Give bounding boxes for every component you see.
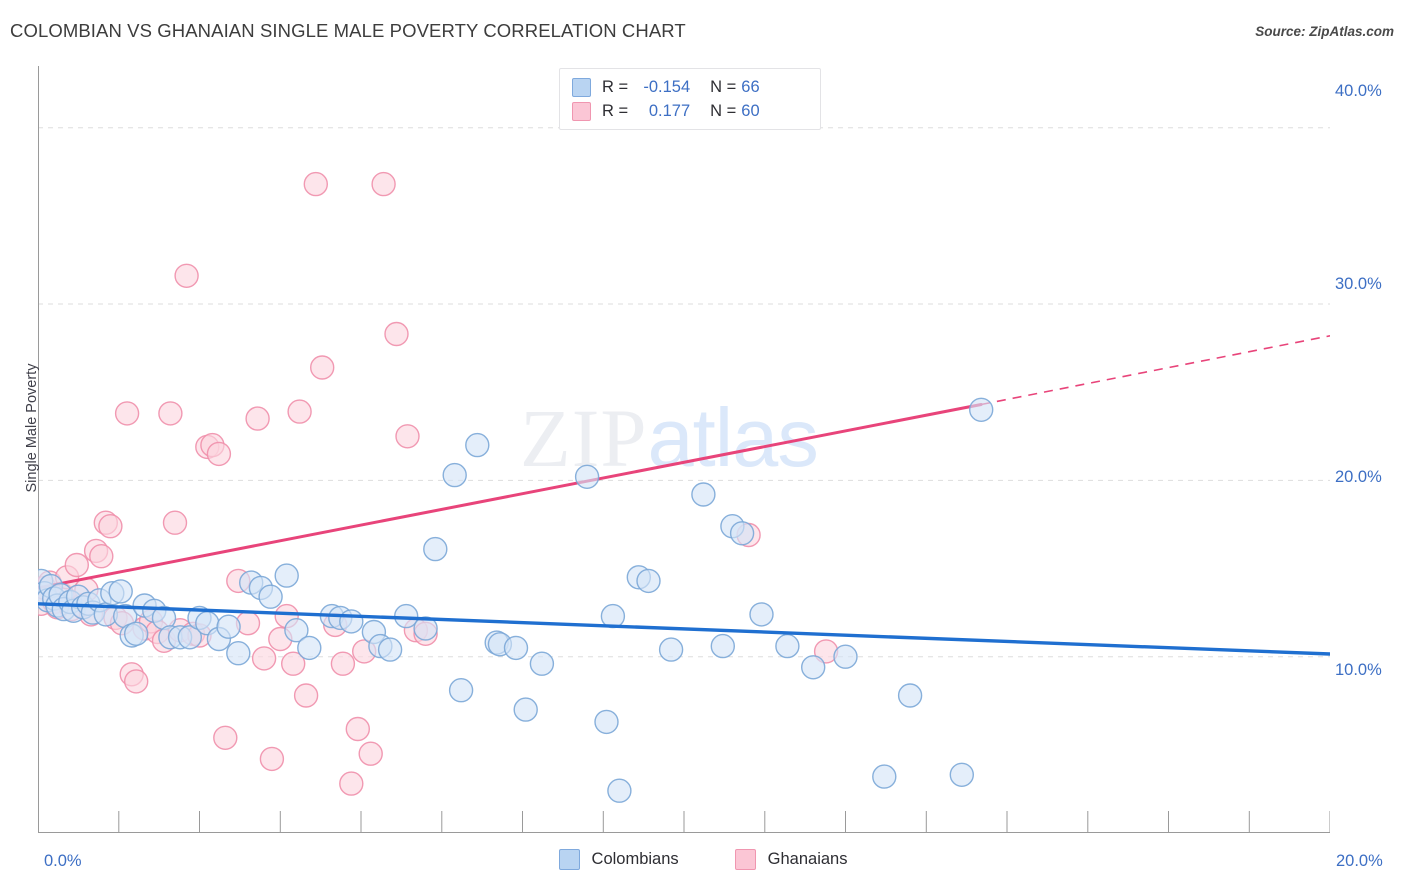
data-point-colombians-54[interactable] — [529, 651, 555, 676]
data-point-colombians-70[interactable] — [872, 764, 897, 789]
y-tick-label-0: 40.0% — [1335, 82, 1382, 100]
ghanaians-swatch-icon — [572, 101, 591, 121]
data-point-colombians-65[interactable] — [729, 521, 755, 546]
data-point-colombians-66[interactable] — [749, 602, 774, 627]
colombians-markers — [38, 397, 994, 803]
ghanaians-legend-swatch-icon — [734, 849, 756, 870]
data-point-ghanaians-18[interactable] — [114, 401, 140, 426]
data-point-ghanaians-25[interactable] — [158, 401, 183, 426]
data-point-ghanaians-46[interactable] — [310, 355, 335, 380]
ghanaians-r-label: R = — [602, 101, 629, 120]
colombians-r-value: -0.154 — [643, 77, 691, 96]
colombians-r-label: R = — [602, 77, 629, 96]
data-point-colombians-49[interactable] — [465, 432, 490, 458]
data-point-colombians-67[interactable] — [775, 633, 800, 659]
ghanaians-r-value: 0.177 — [648, 101, 691, 120]
data-point-colombians-48[interactable] — [448, 678, 474, 703]
data-point-colombians-53[interactable] — [513, 697, 538, 722]
ghanaians-legend-label: Ghanaians — [767, 850, 848, 868]
legend-item-colombians[interactable]: Colombians — [558, 849, 679, 870]
data-point-ghanaians-43[interactable] — [287, 399, 312, 424]
data-point-ghanaians-48[interactable] — [330, 651, 356, 676]
data-point-colombians-46[interactable] — [423, 536, 448, 562]
data-point-ghanaians-15[interactable] — [98, 514, 123, 539]
colombians-legend-label: Colombians — [591, 850, 679, 868]
data-point-ghanaians-8[interactable] — [64, 552, 89, 578]
data-point-colombians-36[interactable] — [284, 618, 309, 643]
y-tick-label-2: 20.0% — [1335, 468, 1382, 486]
data-point-colombians-63[interactable] — [710, 633, 735, 659]
data-point-colombians-31[interactable] — [226, 641, 251, 666]
data-point-ghanaians-37[interactable] — [245, 406, 270, 431]
data-point-colombians-71[interactable] — [897, 683, 923, 708]
data-point-colombians-47[interactable] — [442, 462, 467, 488]
y-tick-label-1: 30.0% — [1335, 275, 1382, 293]
data-point-ghanaians-53[interactable] — [371, 171, 396, 197]
y-tick-label-3: 10.0% — [1335, 661, 1382, 679]
trendline-ghanaians-group — [38, 335, 1330, 590]
data-point-colombians-34[interactable] — [258, 584, 283, 609]
data-point-colombians-58[interactable] — [607, 778, 632, 803]
data-point-ghanaians-34[interactable] — [213, 725, 238, 750]
data-point-ghanaians-42[interactable] — [280, 651, 306, 676]
data-point-ghanaians-45[interactable] — [303, 171, 328, 197]
data-point-colombians-17[interactable] — [108, 579, 133, 604]
data-point-colombians-20[interactable] — [123, 621, 149, 646]
ghanaians-n-value: 60 — [741, 101, 760, 120]
colombians-legend-swatch-icon — [558, 849, 580, 870]
data-point-colombians-60[interactable] — [636, 568, 661, 594]
trendline-colombians-group — [38, 602, 1330, 656]
data-point-colombians-68[interactable] — [801, 655, 826, 680]
data-point-colombians-55[interactable] — [574, 464, 600, 489]
data-point-ghanaians-49[interactable] — [339, 771, 364, 796]
data-point-colombians-37[interactable] — [297, 635, 322, 661]
correlation-row-ghanaians: R = 0.177 N = 60 — [572, 99, 810, 123]
ghanaians-n-label: N = — [710, 101, 737, 120]
data-point-colombians-26[interactable] — [177, 625, 203, 650]
trendline-colombians — [38, 602, 1330, 656]
source-attribution: Source: ZipAtlas.com — [1255, 24, 1394, 39]
colombians-swatch-icon — [572, 77, 591, 97]
data-point-ghanaians-33[interactable] — [206, 441, 232, 467]
data-point-colombians-62[interactable] — [691, 482, 716, 507]
data-point-colombians-40[interactable] — [339, 609, 364, 634]
data-point-colombians-30[interactable] — [216, 614, 241, 639]
scatter-plot-area — [38, 66, 1330, 833]
colombians-n-value: 66 — [741, 77, 760, 96]
data-point-colombians-61[interactable] — [658, 637, 684, 662]
data-point-ghanaians-13[interactable] — [89, 544, 114, 569]
x-tick-label-0: 0.0% — [44, 852, 82, 870]
data-point-colombians-73[interactable] — [969, 397, 994, 422]
data-point-colombians-69[interactable] — [833, 644, 858, 669]
data-point-ghanaians-38[interactable] — [251, 646, 277, 671]
plot-svg — [38, 66, 1330, 833]
legend-item-ghanaians[interactable]: Ghanaians — [734, 849, 848, 870]
trendline-ghanaians — [38, 403, 983, 590]
data-point-colombians-45[interactable] — [413, 616, 438, 641]
data-point-ghanaians-50[interactable] — [345, 716, 370, 742]
data-point-ghanaians-44[interactable] — [293, 683, 319, 708]
correlation-legend: R = -0.154 N = 66 R = 0.177 N = 60 — [559, 68, 821, 130]
x-tick-label-1: 20.0% — [1336, 852, 1383, 870]
data-point-colombians-35[interactable] — [274, 563, 299, 588]
colombians-n-label: N = — [710, 77, 737, 96]
data-point-ghanaians-52[interactable] — [358, 741, 383, 766]
page-title: COLOMBIAN VS GHANAIAN SINGLE MALE POVERT… — [10, 20, 686, 41]
data-point-colombians-43[interactable] — [377, 637, 403, 662]
correlation-row-colombians: R = -0.154 N = 66 — [572, 75, 810, 99]
data-point-ghanaians-54[interactable] — [384, 321, 409, 347]
data-point-ghanaians-28[interactable] — [174, 263, 199, 289]
series-legend: Colombians Ghanaians — [0, 849, 1406, 870]
data-point-colombians-56[interactable] — [594, 709, 619, 735]
data-point-ghanaians-26[interactable] — [162, 510, 188, 535]
ghanaians-markers — [38, 171, 839, 796]
data-point-colombians-72[interactable] — [949, 762, 974, 787]
data-point-ghanaians-55[interactable] — [395, 424, 420, 449]
data-point-ghanaians-20[interactable] — [123, 669, 149, 694]
data-point-ghanaians-39[interactable] — [259, 746, 285, 772]
trendline-ghanaians-extension — [981, 335, 1330, 406]
data-point-colombians-52[interactable] — [503, 635, 529, 661]
